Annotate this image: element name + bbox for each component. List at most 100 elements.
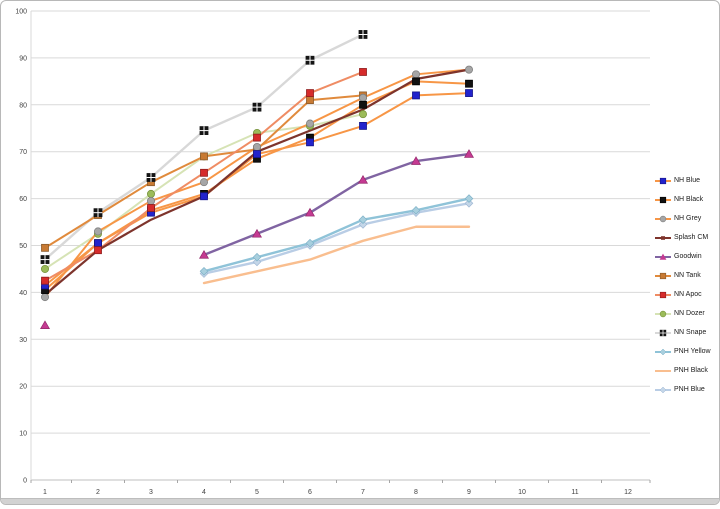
data-point-marker	[359, 100, 367, 109]
legend-item-nn-apoc[interactable]: NN Apoc	[654, 285, 719, 304]
legend-item-nn-tank[interactable]: NN Tank	[654, 266, 719, 285]
legend-label: NN Apoc	[674, 290, 702, 298]
data-point-marker	[94, 239, 102, 248]
data-point-marker	[41, 243, 49, 252]
x-axis-label: 7	[361, 489, 365, 496]
y-axis-label: 70	[19, 149, 27, 156]
legend-key-icon	[655, 196, 671, 203]
data-point-marker	[39, 320, 51, 329]
legend-item-nh-black[interactable]: NH Black	[654, 190, 719, 209]
y-axis-label: 30	[19, 337, 27, 344]
data-point-marker	[200, 192, 208, 201]
data-point-marker	[465, 89, 473, 97]
legend-item-nn-dozer[interactable]: NN Dozer	[654, 304, 719, 323]
y-axis-label: 50	[19, 243, 27, 250]
data-point-marker	[146, 189, 155, 198]
y-axis-label: 0	[23, 478, 27, 485]
data-point-marker	[464, 65, 473, 74]
legend-key-icon	[655, 369, 671, 372]
x-axis-label: 10	[518, 489, 526, 496]
data-point-marker	[200, 168, 208, 177]
x-axis-label: 2	[96, 489, 100, 496]
data-point-marker	[359, 122, 367, 130]
legend-key-icon	[655, 348, 671, 355]
data-point-marker	[358, 110, 367, 119]
legend-key-icon	[655, 253, 671, 260]
series-line-nn-snape	[43, 33, 365, 261]
legend-label: NH Black	[674, 195, 704, 203]
data-point-marker	[465, 79, 473, 88]
series-line-pnh-blue	[202, 202, 471, 275]
data-point-marker	[305, 238, 315, 248]
data-point-marker	[412, 91, 420, 100]
data-point-marker	[252, 257, 262, 267]
legend-key-icon	[655, 386, 671, 393]
x-axis-label: 9	[467, 489, 471, 496]
data-point-marker	[358, 220, 368, 229]
series-line-pnh-black	[202, 225, 471, 285]
data-point-marker	[357, 174, 369, 184]
legend-item-nh-blue[interactable]: NH Blue	[654, 171, 719, 190]
data-point-marker	[200, 152, 208, 161]
data-point-marker	[305, 119, 314, 128]
data-point-marker	[199, 178, 208, 187]
data-point-marker	[306, 138, 314, 147]
legend-key-icon	[655, 291, 671, 298]
data-point-marker	[251, 228, 263, 238]
data-point-marker	[253, 133, 261, 142]
legend-label: NH Blue	[674, 176, 701, 184]
data-point-marker	[252, 143, 261, 152]
legend-label: Goodwin	[674, 252, 702, 260]
y-axis-label: 90	[19, 55, 27, 62]
data-point-marker	[94, 246, 102, 255]
data-point-marker	[464, 194, 474, 203]
legend-label: PNH Blue	[674, 385, 705, 393]
y-axis-label: 10	[19, 431, 27, 438]
x-axis-label: 5	[255, 489, 259, 496]
data-point-marker	[41, 293, 50, 302]
y-axis-label: 20	[19, 384, 27, 391]
data-point-marker	[253, 150, 261, 158]
legend-item-nn-snape[interactable]: NN Snape	[654, 323, 719, 342]
legend-label: NH Grey	[674, 214, 702, 222]
data-point-marker	[94, 227, 103, 236]
x-axis-label: 8	[414, 489, 418, 496]
legend-label: PNH Black	[674, 366, 708, 374]
data-point-marker	[199, 267, 209, 276]
data-point-marker	[41, 276, 49, 285]
legend-item-goodwin[interactable]: Goodwin	[654, 247, 719, 266]
series-line-goodwin	[202, 152, 471, 257]
legend-label: NN Tank	[674, 271, 701, 279]
y-axis-label: 60	[19, 196, 27, 203]
x-axis-label: 6	[308, 489, 312, 496]
legend-item-pnh-black[interactable]: PNH Black	[654, 361, 719, 380]
legend-item-splash-cm[interactable]: Splash CM	[654, 228, 719, 247]
data-point-marker	[359, 68, 367, 76]
data-point-marker	[412, 77, 420, 86]
legend-label: NN Snape	[674, 328, 707, 336]
legend-item-pnh-blue[interactable]: PNH Blue	[654, 380, 719, 399]
data-point-marker	[410, 156, 422, 165]
chart-legend: NH Blue NH Black NH Grey Splash CM Goodwin NN…	[654, 171, 719, 399]
data-point-marker	[198, 249, 210, 259]
legend-item-pnh-yellow[interactable]: PNH Yellow	[654, 342, 719, 361]
legend-label: Splash CM	[674, 233, 709, 241]
data-point-marker	[464, 198, 474, 208]
legend-key-icon	[655, 215, 671, 222]
data-point-marker	[358, 93, 367, 102]
x-axis-label: 12	[624, 489, 632, 496]
data-point-marker	[411, 206, 421, 215]
legend-item-nh-grey[interactable]: NH Grey	[654, 209, 719, 228]
data-point-marker	[304, 207, 316, 217]
x-axis-label: 3	[149, 489, 153, 496]
legend-label: PNH Yellow	[674, 347, 711, 355]
legend-key-icon	[655, 235, 671, 240]
legend-label: NN Dozer	[674, 309, 705, 317]
y-axis-label: 40	[19, 290, 27, 297]
window-bottom-bar	[1, 498, 719, 504]
data-point-marker	[411, 70, 420, 79]
data-point-marker	[358, 215, 368, 224]
x-axis-label: 1	[43, 489, 47, 496]
